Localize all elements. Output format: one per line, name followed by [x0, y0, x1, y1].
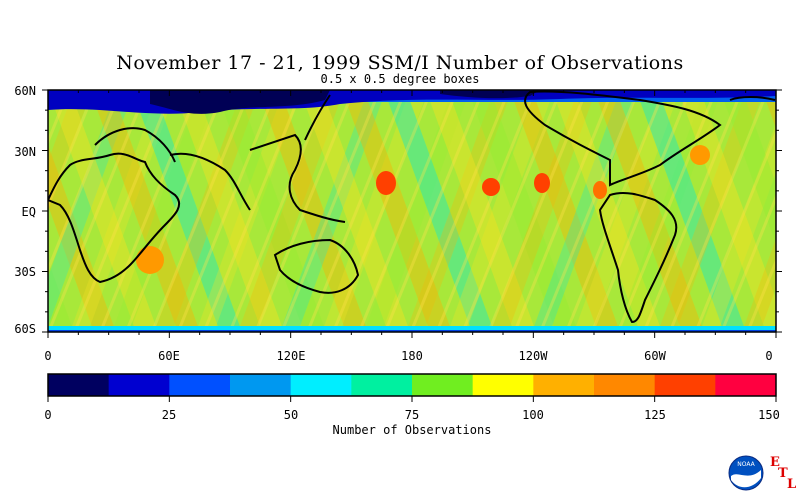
colorbar-label-0: 0 — [44, 408, 52, 422]
lon-label-180: 180 — [401, 349, 423, 363]
colorbar-label-125: 125 — [644, 408, 666, 422]
noaa-logo: NOAA — [728, 455, 764, 491]
lon-label-60e: 60E — [158, 349, 180, 363]
noaa-logo-text: NOAA — [737, 461, 755, 468]
colorbar-label-75: 75 — [404, 408, 420, 422]
lat-label-60s: 60S — [14, 322, 36, 336]
colorbar-cell — [533, 374, 595, 396]
lon-label-0: 0 — [44, 349, 52, 363]
lat-label-60n: 60N — [14, 84, 36, 98]
colorbar-cell — [715, 374, 777, 396]
lon-label-0-east: 0 — [765, 349, 773, 363]
colorbar-cell — [169, 374, 231, 396]
map-title: November 17 - 21, 1999 SSM/I Number of O… — [116, 52, 684, 74]
swath-band — [784, 90, 800, 332]
colorbar-cell — [654, 374, 716, 396]
map-subtitle: 0.5 x 0.5 degree boxes — [320, 72, 480, 86]
lon-label-60w: 60W — [644, 349, 666, 363]
colorbar-cell — [108, 374, 170, 396]
lat-label-30n: 30N — [14, 145, 36, 159]
colorbar-cell — [351, 374, 413, 396]
swath-band — [0, 90, 8, 332]
etl-letter-l: L — [787, 477, 797, 492]
etl-letter-t: T — [778, 466, 788, 481]
lon-label-120e: 120E — [276, 349, 306, 363]
lat-label-eq: EQ — [21, 205, 36, 219]
etl-letter-e: E — [770, 455, 780, 470]
colorbar-label-50: 50 — [283, 408, 299, 422]
colorbar-cell — [412, 374, 474, 396]
colorbar-cell — [48, 374, 110, 396]
colorbar-label-100: 100 — [522, 408, 544, 422]
lon-label-120w: 120W — [518, 349, 548, 363]
colorbar-cell — [230, 374, 292, 396]
colorbar-label-25: 25 — [161, 408, 177, 422]
colorbar-cell — [290, 374, 352, 396]
colorbar-label-150: 150 — [758, 408, 780, 422]
colorbar-cell — [594, 374, 656, 396]
colorbar — [47, 373, 777, 402]
observation-field — [0, 90, 800, 332]
coastlines — [48, 90, 776, 324]
colorbar-title: Number of Observations — [332, 423, 492, 437]
colorbar-cell — [472, 374, 534, 396]
lat-label-30s: 30S — [14, 265, 36, 279]
